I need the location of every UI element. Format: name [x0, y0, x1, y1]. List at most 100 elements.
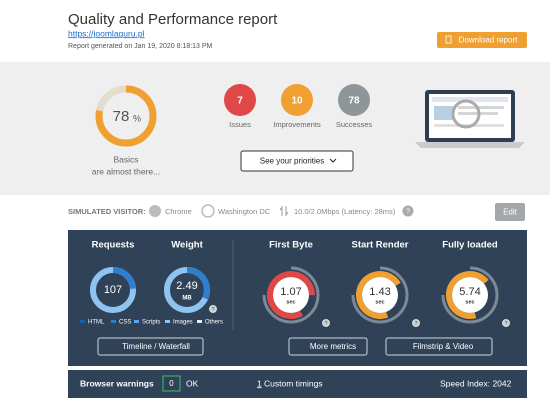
legend-label: Others — [205, 320, 223, 326]
laptop-illustration — [415, 90, 525, 148]
timing-unit: sec — [465, 299, 474, 305]
edit-label: Edit — [503, 208, 518, 217]
chrome-icon — [149, 205, 161, 217]
timing-title: Start Render — [351, 240, 408, 251]
button-border — [385, 337, 493, 356]
score-unit: % — [133, 113, 141, 123]
improvements-count: 10 — [291, 96, 303, 107]
improvements-label: Improvements — [273, 120, 321, 129]
title: Quality and Performance report — [68, 11, 278, 28]
gauge-arc — [446, 271, 494, 319]
download-button[interactable]: Download report — [437, 32, 527, 48]
priorities-label: See your priorities — [260, 157, 324, 166]
footer-bar — [68, 370, 527, 398]
magnifier — [451, 99, 481, 129]
weight-unit: MB — [182, 296, 192, 302]
gauge-arc — [356, 271, 404, 319]
legend-swatch — [165, 320, 170, 323]
status-line: Basics — [113, 154, 138, 164]
screen-line — [458, 106, 504, 109]
visitor-label: SIMULATED VISITOR: — [68, 207, 146, 216]
weight-segment — [164, 267, 210, 313]
screen-bar — [432, 97, 508, 102]
timing-value: 5.74 — [459, 286, 480, 298]
issues-count: 7 — [237, 96, 243, 107]
legend: HTML CSS Scripts Images Others — [80, 320, 223, 326]
gauge-track — [351, 266, 409, 324]
gauge-center — [273, 277, 309, 313]
weight-value: 2.49 — [176, 280, 197, 292]
warnings-box — [162, 375, 181, 392]
button-border — [288, 337, 368, 356]
edit-button[interactable]: Edit — [495, 203, 525, 221]
score-arc — [95, 85, 157, 147]
timing-title: Fully loaded — [442, 240, 498, 251]
requests-title: Requests — [92, 240, 135, 251]
download-button-bg — [437, 32, 527, 48]
gauge-arc — [267, 271, 315, 319]
button-label: Timeline / Waterfall — [122, 342, 190, 351]
timing-unit: sec — [286, 299, 295, 305]
screen-block — [434, 106, 454, 120]
timing-gauge: First Byte 1.07 sec ? — [262, 240, 330, 327]
status-line: are almost there... — [92, 166, 161, 176]
help-icon[interactable] — [502, 319, 510, 327]
issues-label: Issues — [229, 120, 251, 129]
successes-label: Successes — [336, 120, 373, 129]
help-mark: ? — [406, 208, 410, 215]
help-icon[interactable] — [209, 305, 217, 313]
chevron — [329, 158, 337, 163]
priorities-button[interactable]: See your priorities — [240, 150, 354, 172]
legend-label: CSS — [119, 320, 131, 326]
requests-value: 107 — [104, 284, 122, 296]
timeline-button[interactable]: Timeline / Waterfall — [97, 337, 204, 356]
warnings-ok: OK — [186, 378, 199, 388]
timing-value: 1.07 — [280, 286, 301, 298]
successes-count: 78 — [348, 96, 360, 107]
edit-button-bg — [495, 203, 525, 221]
browser: Chrome — [165, 207, 192, 216]
gauge-track — [441, 266, 499, 324]
requests-segment — [90, 267, 136, 313]
help-mark: ? — [211, 307, 214, 313]
connection-icon — [279, 205, 289, 217]
timing-unit: sec — [375, 299, 384, 305]
legend-swatch — [197, 320, 202, 323]
issues-badge — [224, 84, 256, 116]
warnings-label: Browser warnings — [80, 378, 154, 388]
button-label: More metrics — [310, 342, 356, 351]
help-mark: ? — [324, 321, 327, 327]
download-label: Download report — [459, 36, 518, 45]
improvements-badge — [281, 84, 313, 116]
legend-label: HTML — [88, 320, 105, 326]
weight-title: Weight — [171, 240, 203, 251]
button-border — [97, 337, 204, 356]
help-icon[interactable] — [412, 319, 420, 327]
help-icon[interactable] — [402, 205, 414, 217]
laptop-base — [415, 142, 525, 148]
priorities-button-bg — [240, 150, 354, 172]
legend-swatch — [80, 320, 85, 323]
connection: 10.0/2.0Mbps (Latency: 28ms) — [294, 207, 396, 216]
more-metrics-button[interactable]: More metrics — [288, 337, 368, 356]
filmstrip-button[interactable]: Filmstrip & Video — [385, 337, 493, 356]
site-link[interactable]: https://joomlaguru.pl — [68, 28, 145, 38]
generated-date: Report generated on Jan 19, 2020 8:18:13… — [68, 43, 213, 50]
download-icon — [445, 35, 452, 44]
warnings-count: 0 — [169, 379, 174, 388]
help-mark: ? — [504, 321, 507, 327]
legend-swatch — [134, 320, 139, 323]
legend-swatch — [111, 320, 116, 323]
location: Washington DC — [218, 207, 271, 216]
score-value: 78 — [113, 108, 130, 125]
speed-index: Speed Index: 2042 — [440, 378, 512, 388]
help-icon[interactable] — [322, 319, 330, 327]
timing-value: 1.43 — [369, 286, 390, 298]
legend-label: Images — [173, 320, 193, 326]
timing-gauge: Start Render 1.43 sec ? — [351, 240, 420, 327]
successes-badge — [338, 84, 370, 116]
help-mark: ? — [414, 321, 417, 327]
timing-gauge: Fully loaded 5.74 sec ? — [441, 240, 510, 327]
custom-count[interactable]: 1 — [257, 378, 262, 388]
